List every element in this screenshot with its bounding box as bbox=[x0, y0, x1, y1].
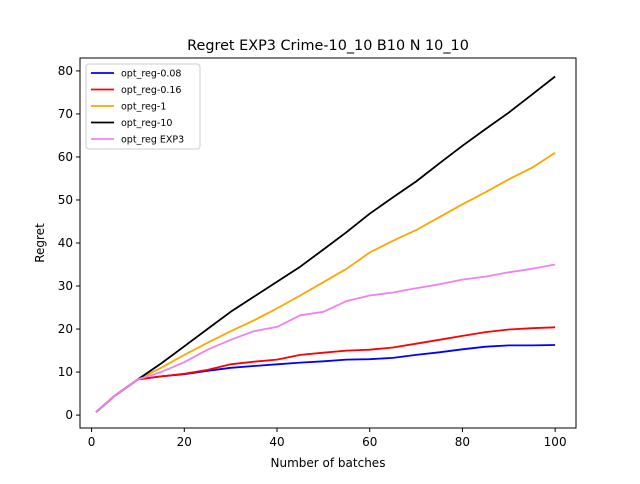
y-tick-label: 60 bbox=[58, 150, 73, 164]
y-tick-label: 70 bbox=[58, 107, 73, 121]
x-tick-label: 60 bbox=[362, 435, 377, 449]
legend-label-0: opt_reg-0.08 bbox=[121, 69, 181, 80]
legend-label-4: opt_reg EXP3 bbox=[121, 135, 184, 146]
y-tick-label: 20 bbox=[58, 322, 73, 336]
legend-label-2: opt_reg-1 bbox=[121, 102, 166, 113]
series-line-4 bbox=[95, 263, 556, 413]
x-tick-label: 20 bbox=[177, 435, 192, 449]
x-tick-label: 100 bbox=[544, 435, 567, 449]
x-tick-label: 80 bbox=[455, 435, 470, 449]
x-tick-label: 40 bbox=[269, 435, 284, 449]
legend-label-1: opt_reg-0.16 bbox=[121, 85, 181, 96]
y-tick-label: 50 bbox=[58, 193, 73, 207]
legend: opt_reg-0.08 opt_reg-0.16 opt_reg-1 opt_reg… bbox=[85, 63, 201, 150]
y-tick-label: 30 bbox=[58, 279, 73, 293]
x-axis-ticks: 0 20 40 60 80 100 bbox=[88, 428, 567, 449]
series-line-1 bbox=[95, 326, 556, 413]
x-axis-label: Number of batches bbox=[271, 456, 386, 470]
y-tick-label: 0 bbox=[65, 408, 73, 422]
y-tick-label: 10 bbox=[58, 365, 73, 379]
y-tick-label: 40 bbox=[58, 236, 73, 250]
legend-label-3: opt_reg-10 bbox=[121, 118, 172, 129]
y-axis-ticks: 0 10 20 30 40 50 60 70 80 bbox=[58, 64, 80, 422]
chart-title: Regret EXP3 Crime-10_10 B10 N 10_10 bbox=[187, 38, 469, 54]
y-axis-label: Regret bbox=[33, 223, 47, 263]
plot-lines bbox=[95, 75, 556, 413]
legend-box bbox=[85, 63, 201, 150]
x-tick-label: 0 bbox=[88, 435, 96, 449]
series-line-2 bbox=[95, 151, 556, 413]
y-tick-label: 80 bbox=[58, 64, 73, 78]
series-line-3 bbox=[95, 75, 556, 413]
